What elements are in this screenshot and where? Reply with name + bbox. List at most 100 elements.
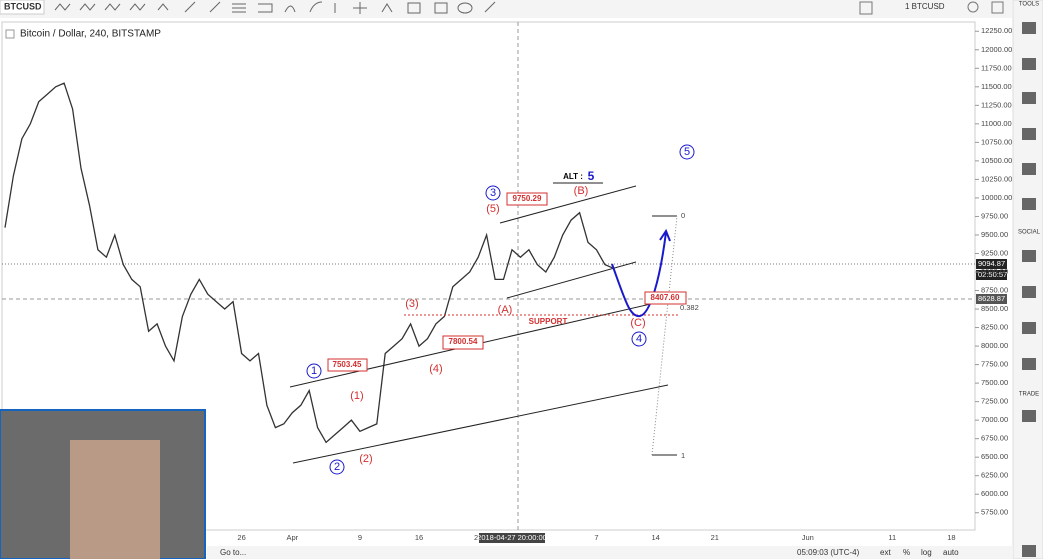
footer xyxy=(207,546,1013,559)
sidebar xyxy=(1012,0,1043,559)
x-tick-label: 23 xyxy=(474,533,482,542)
plot-frame xyxy=(1,21,976,531)
fullscreen-button[interactable] xyxy=(991,1,1004,14)
percent-toggle[interactable]: % xyxy=(903,548,910,557)
price-note-text: 7503.45 xyxy=(333,360,362,369)
x-tick-label: 7 xyxy=(594,533,598,542)
y-tick-label: 9500.00 xyxy=(981,230,1008,239)
price-note xyxy=(327,358,368,372)
wave-label: (C) xyxy=(630,317,645,329)
last-price: 9094.87 xyxy=(978,259,1005,268)
compare[interactable]: 1 BTCUSD xyxy=(905,2,945,11)
y-tick-label: 11000.00 xyxy=(981,119,1012,128)
y-tick-label: 11250.00 xyxy=(981,100,1012,109)
wave-circle xyxy=(679,144,695,160)
layout-button[interactable] xyxy=(859,1,873,15)
y-tick-label: 9000.00 xyxy=(981,267,1008,276)
x-tick-label: Jun xyxy=(802,533,814,542)
wave-label: (1) xyxy=(350,390,363,402)
sidebar-trade: TRADE xyxy=(1019,392,1039,398)
y-tick-label: 6750.00 xyxy=(981,434,1008,443)
x-tick-label: 2018-04-27 20:00:00 xyxy=(477,533,547,542)
wave-label: (5) xyxy=(486,203,499,215)
alt-wave: 5 xyxy=(588,169,595,183)
x-tick-label: Apr xyxy=(286,533,298,542)
toolbar xyxy=(0,0,1012,18)
goto[interactable]: Go to... xyxy=(220,548,246,557)
sidebar-tools: TOOLS xyxy=(1019,2,1039,8)
y-tick-label: 10250.00 xyxy=(981,174,1012,183)
y-tick-label: 8000.00 xyxy=(981,341,1008,350)
log-toggle[interactable]: log xyxy=(921,548,932,557)
y-tick-label: 8250.00 xyxy=(981,323,1008,332)
y-tick-label: 5750.00 xyxy=(981,508,1008,517)
symbol[interactable]: BTCUSD xyxy=(4,1,42,11)
wave-circle xyxy=(485,185,501,201)
settings-button[interactable] xyxy=(967,1,979,13)
x-tick-label: 16 xyxy=(415,533,423,542)
y-tick-label: 8500.00 xyxy=(981,304,1008,313)
y-tick-label: 7500.00 xyxy=(981,378,1008,387)
wave-circle xyxy=(329,459,345,475)
y-tick-label: 7750.00 xyxy=(981,360,1008,369)
sidebar-icons[interactable] xyxy=(1022,22,1036,557)
wave-label: (A) xyxy=(498,304,513,316)
crosshair-price: 8628.87 xyxy=(978,294,1005,303)
y-tick-label: 12250.00 xyxy=(981,26,1012,35)
y-tick-label: 6000.00 xyxy=(981,489,1008,498)
wave-label: 2 xyxy=(334,461,340,473)
ext-toggle[interactable]: ext xyxy=(880,548,891,557)
wave-label: 3 xyxy=(490,187,496,199)
y-tick-label: 12000.00 xyxy=(981,45,1012,54)
y-tick-label: 7000.00 xyxy=(981,415,1008,424)
alt-label: ALT : xyxy=(563,172,583,181)
clock: 05:09:03 (UTC-4) xyxy=(797,548,860,557)
webcam-person xyxy=(70,440,160,559)
fib-level: 0.382 xyxy=(680,303,699,312)
wave-label: (3) xyxy=(405,298,418,310)
price-note xyxy=(644,291,687,305)
channels xyxy=(289,182,677,464)
countdown: 02:50:57 xyxy=(978,270,1007,279)
wave-circle xyxy=(631,331,647,347)
wave-label: (B) xyxy=(574,185,589,197)
y-tick-label: 10750.00 xyxy=(981,137,1012,146)
wave-label: 1 xyxy=(311,365,317,377)
x-tick-label: 11 xyxy=(888,533,896,542)
wave-circle xyxy=(306,363,322,379)
y-tick-label: 6250.00 xyxy=(981,471,1008,480)
wave-label: (4) xyxy=(429,363,442,375)
wave-label: (2) xyxy=(359,453,372,465)
y-tick-label: 10500.00 xyxy=(981,156,1012,165)
price-note xyxy=(506,192,548,206)
price-note xyxy=(442,335,484,350)
x-tick-label: 21 xyxy=(711,533,719,542)
crosshair-date-tag xyxy=(479,533,545,543)
x-tick-label: 9 xyxy=(358,533,362,542)
collapse-button[interactable] xyxy=(5,29,15,39)
price-note-text: 7800.54 xyxy=(449,337,478,346)
y-tick-label: 8750.00 xyxy=(981,286,1008,295)
fib-level: 0 xyxy=(681,211,685,220)
y-tick-label: 9750.00 xyxy=(981,211,1008,220)
support-label: SUPPORT xyxy=(529,317,568,326)
countdown-tag xyxy=(976,270,1007,280)
chart-title: Bitcoin / Dollar, 240, BITSTAMP xyxy=(20,29,161,40)
last-price-tag xyxy=(976,259,1007,269)
x-tick-label: 18 xyxy=(947,533,955,542)
x-tick-label: 26 xyxy=(237,533,245,542)
y-tick-label: 10000.00 xyxy=(981,193,1012,202)
y-tick-label: 6500.00 xyxy=(981,452,1008,461)
x-tick-label: 14 xyxy=(651,533,659,542)
auto-toggle[interactable]: auto xyxy=(943,548,959,557)
projection-arrow xyxy=(611,228,671,318)
crosshair-tag xyxy=(976,294,1007,304)
symbol-box[interactable] xyxy=(0,0,45,15)
drawing-tools[interactable] xyxy=(54,1,496,14)
y-tick-label: 11500.00 xyxy=(981,82,1012,91)
price-note-text: 8407.60 xyxy=(651,293,680,302)
fib-level: 1 xyxy=(681,451,685,460)
y-tick-label: 9250.00 xyxy=(981,248,1008,257)
y-tick-label: 11750.00 xyxy=(981,63,1012,72)
